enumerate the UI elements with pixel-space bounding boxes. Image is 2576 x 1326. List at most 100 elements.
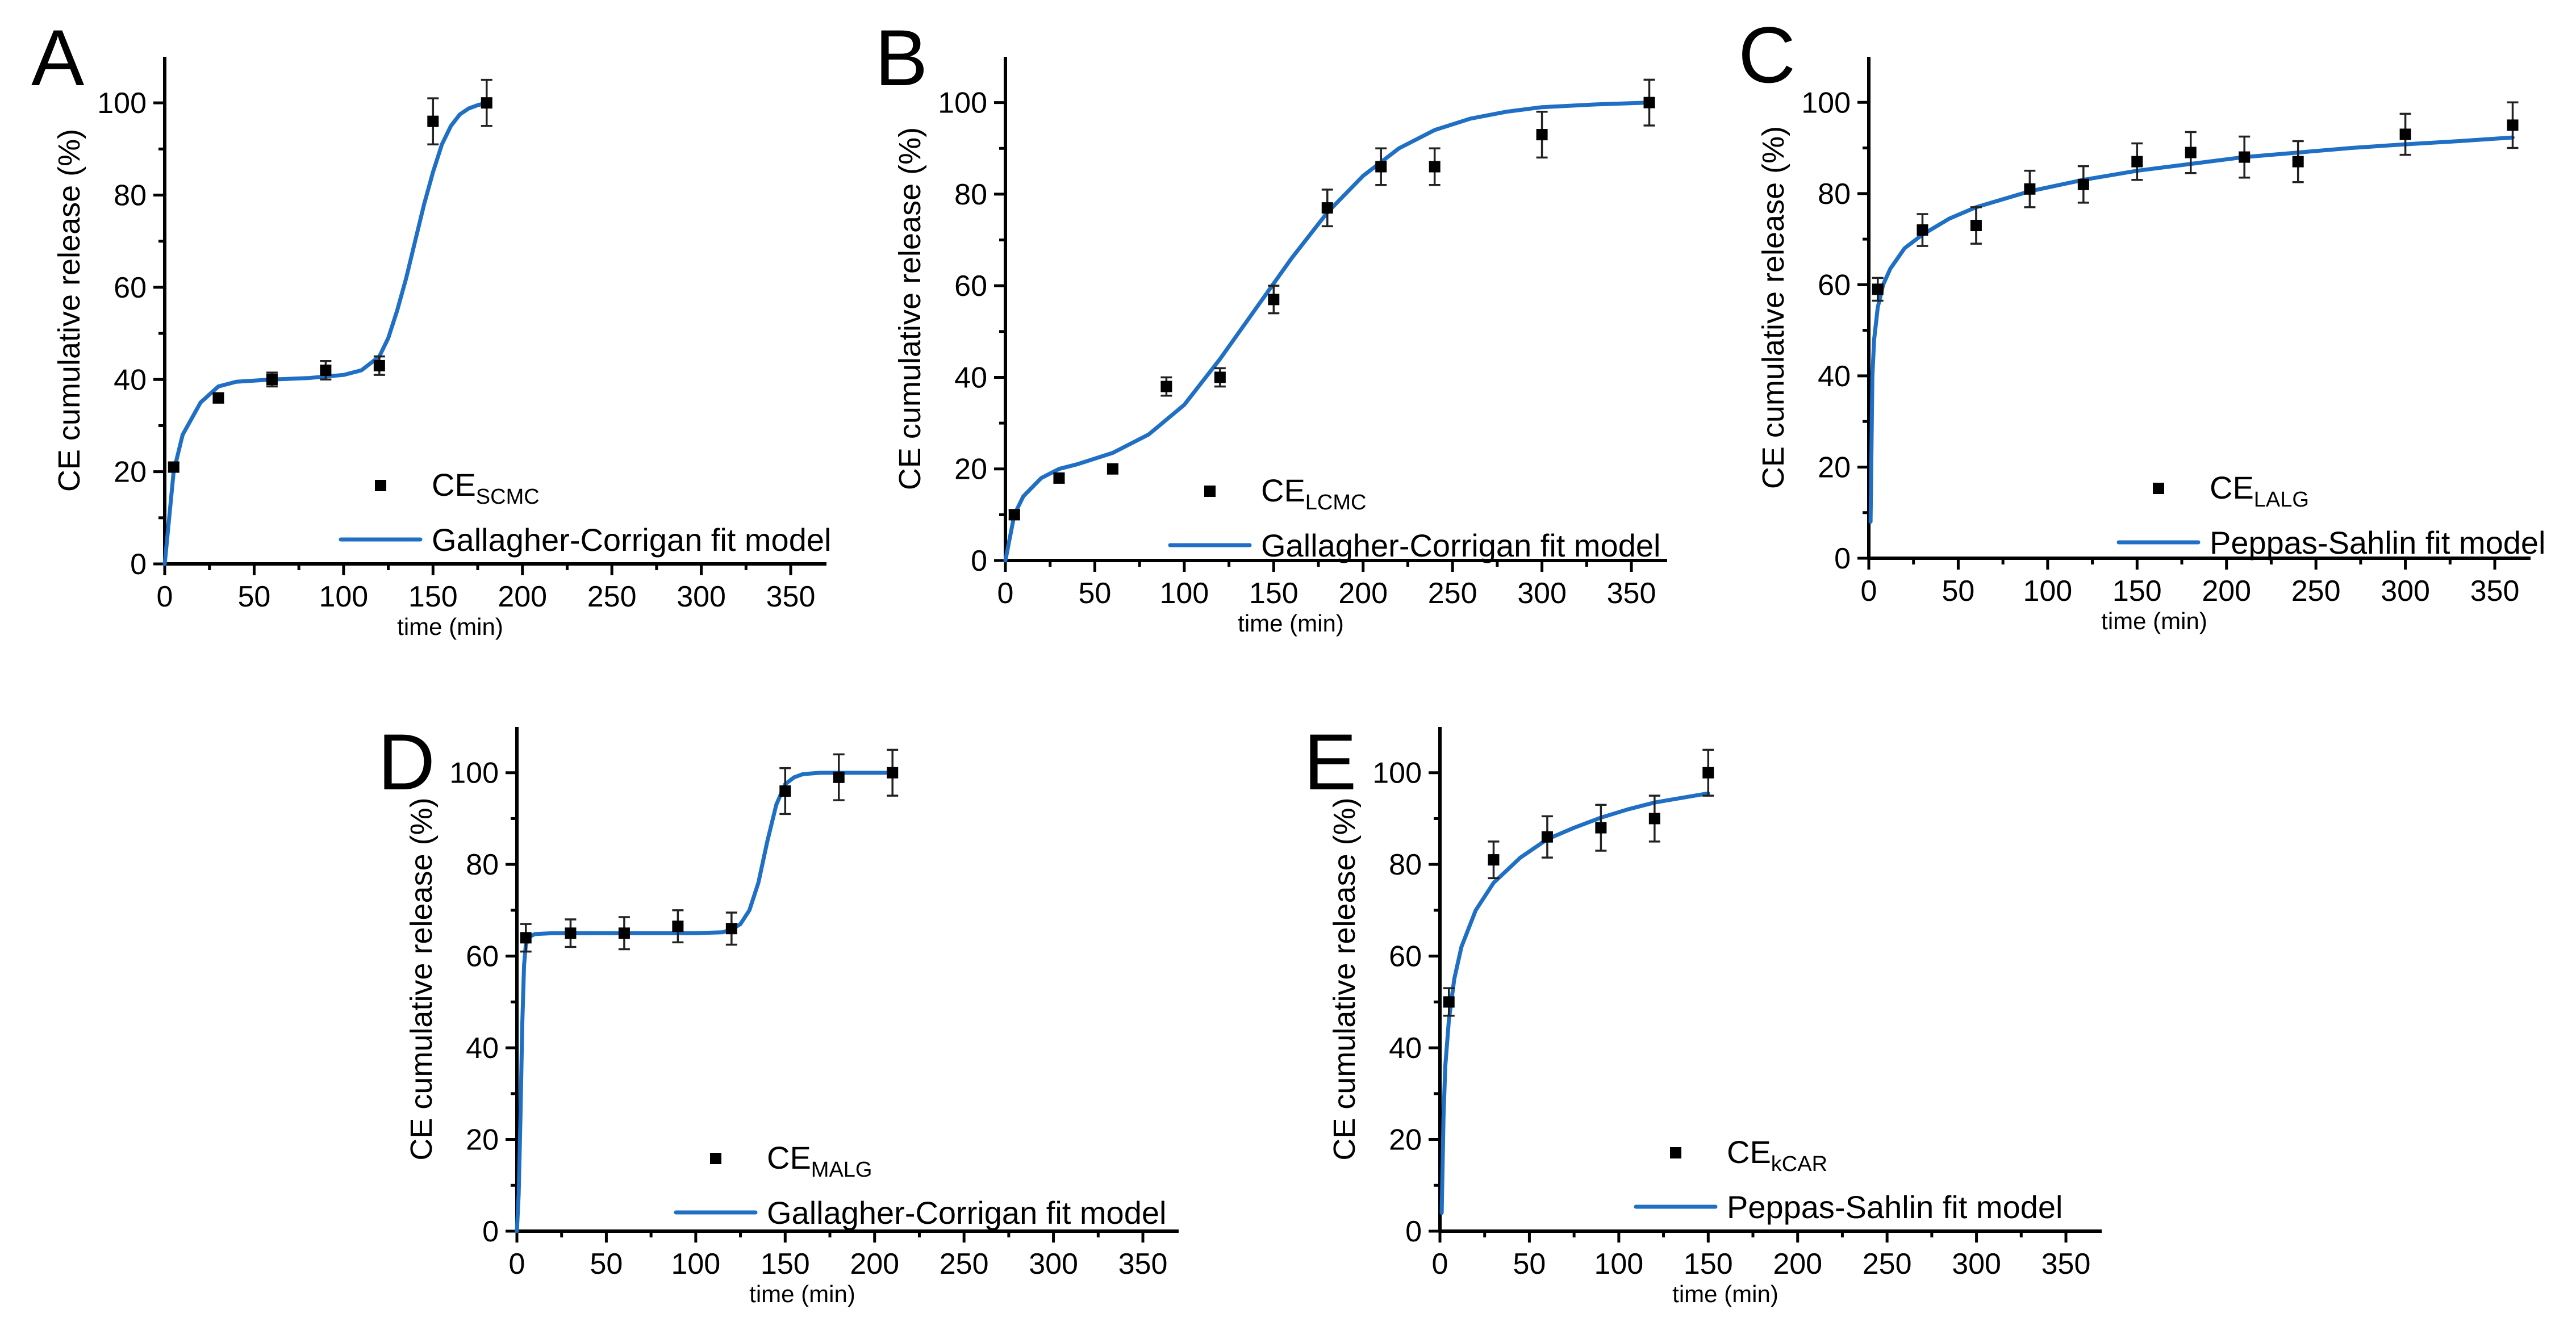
legend-label-subscript: LCMC — [1305, 491, 1367, 514]
x-tick-label: 150 — [761, 1248, 810, 1281]
panel-letter: D — [378, 717, 435, 806]
legend-marker — [710, 1153, 721, 1164]
x-tick-label: 250 — [587, 580, 637, 613]
data-point — [2507, 119, 2519, 131]
panel-a: A 0 50 100 150 200 250 300 350 0 20 40 60 80 100 time (… — [31, 13, 831, 640]
x-tick-label: 200 — [1773, 1248, 1822, 1281]
data-point — [1053, 472, 1065, 484]
y-tick-label: 80 — [114, 179, 147, 212]
y-axis-title: CE cumulative release (%) — [893, 127, 927, 490]
panel-letter: A — [31, 13, 85, 102]
legend-label-fit: Gallagher-Corrigan fit model — [1261, 528, 1660, 563]
x-tick-label: 200 — [498, 580, 547, 613]
x-tick-label: 0 — [157, 580, 173, 613]
data-point — [1214, 371, 1226, 383]
data-point — [779, 785, 791, 797]
panel-letter: E — [1304, 717, 1356, 806]
y-tick-label: 0 — [130, 548, 147, 581]
legend-label-fit: Peppas-Sahlin fit model — [2210, 525, 2545, 560]
legend-marker — [1204, 486, 1216, 497]
legend-label-data: CEkCAR — [1727, 1134, 1827, 1176]
x-axis-title: time (min) — [2101, 608, 2207, 634]
y-tick-label: 60 — [466, 940, 499, 973]
y-tick-label: 40 — [954, 361, 987, 394]
x-tick-label: 100 — [1594, 1248, 1643, 1281]
data-point — [887, 767, 899, 779]
legend-label-subscript: MALG — [811, 1158, 872, 1182]
panel-d: D 0 50 100 150 200 250 300 350 0 20 40 60 80 100 time (… — [378, 717, 1179, 1307]
data-point — [1536, 129, 1548, 141]
data-point — [725, 923, 737, 935]
data-point — [2185, 147, 2197, 158]
x-tick-label: 300 — [1952, 1248, 2001, 1281]
data-point — [1160, 380, 1172, 392]
y-tick-label: 100 — [97, 87, 147, 120]
y-tick-label: 20 — [1818, 451, 1851, 484]
x-tick-label: 100 — [2023, 575, 2072, 608]
x-tick-label: 50 — [238, 580, 271, 613]
data-point — [1488, 854, 1500, 866]
legend-label-data: CESCMC — [432, 467, 540, 509]
x-tick-label: 100 — [671, 1248, 720, 1281]
x-tick-label: 100 — [319, 580, 368, 613]
data-point — [212, 392, 224, 404]
y-tick-label: 0 — [1834, 542, 1851, 575]
y-tick-label: 0 — [971, 545, 987, 578]
y-tick-label: 80 — [466, 848, 499, 881]
x-tick-label: 50 — [1513, 1248, 1546, 1281]
y-tick-label: 100 — [449, 757, 499, 790]
x-tick-label: 200 — [1338, 577, 1388, 610]
data-point — [2131, 156, 2143, 168]
legend-marker — [375, 480, 386, 491]
legend-marker — [1670, 1147, 1681, 1158]
y-tick-label: 20 — [1389, 1124, 1422, 1157]
data-point — [1872, 283, 1884, 295]
panel-e: E 0 50 100 150 200 250 300 350 0 20 40 60 80 100 time (… — [1304, 717, 2102, 1307]
x-tick-label: 350 — [1118, 1248, 1168, 1281]
data-point — [520, 932, 532, 944]
x-tick-label: 150 — [2112, 575, 2162, 608]
y-tick-label: 40 — [114, 363, 147, 396]
data-point — [833, 771, 845, 783]
x-tick-label: 150 — [1684, 1248, 1733, 1281]
legend-label-subscript: LALG — [2254, 488, 2309, 512]
x-tick-label: 350 — [766, 580, 816, 613]
legend-label-data: CELCMC — [1261, 472, 1366, 514]
legend-label-fit: Gallagher-Corrigan fit model — [432, 522, 831, 558]
data-point — [1970, 220, 1982, 232]
x-tick-label: 100 — [1159, 577, 1209, 610]
panel-letter: C — [1738, 10, 1796, 99]
panel-letter: B — [875, 13, 928, 102]
panel-c: C 0 50 100 150 200 250 300 350 0 20 40 60 80 100 time (… — [1738, 10, 2545, 634]
data-point — [1702, 767, 1714, 779]
data-point — [481, 97, 492, 109]
x-tick-label: 300 — [1517, 577, 1567, 610]
x-axis-title: time (min) — [1672, 1281, 1778, 1307]
x-tick-label: 350 — [2041, 1248, 2091, 1281]
data-point — [2292, 156, 2304, 168]
data-point — [1008, 509, 1020, 521]
x-tick-label: 300 — [677, 580, 726, 613]
legend-label-data: CELALG — [2210, 470, 2309, 512]
x-tick-label: 50 — [1079, 577, 1112, 610]
fit-line — [162, 101, 489, 566]
y-tick-label: 60 — [1389, 940, 1422, 973]
data-point — [565, 927, 577, 939]
data-point — [672, 921, 684, 932]
legend-label-data: CEMALG — [767, 1140, 872, 1182]
data-point — [1321, 202, 1333, 214]
y-tick-label: 80 — [954, 178, 987, 211]
data-point — [1917, 224, 1928, 236]
legend-label-subscript: SCMC — [476, 485, 540, 509]
y-tick-label: 20 — [114, 456, 147, 489]
x-tick-label: 250 — [2291, 575, 2341, 608]
data-point — [1595, 822, 1607, 834]
data-point — [168, 461, 179, 473]
y-tick-label: 0 — [482, 1215, 499, 1248]
data-point — [1268, 294, 1280, 306]
data-point — [2239, 151, 2251, 163]
y-tick-label: 100 — [1801, 86, 1851, 119]
fit-line — [1003, 101, 1651, 563]
y-tick-label: 100 — [938, 87, 987, 120]
data-point — [1541, 831, 1553, 843]
